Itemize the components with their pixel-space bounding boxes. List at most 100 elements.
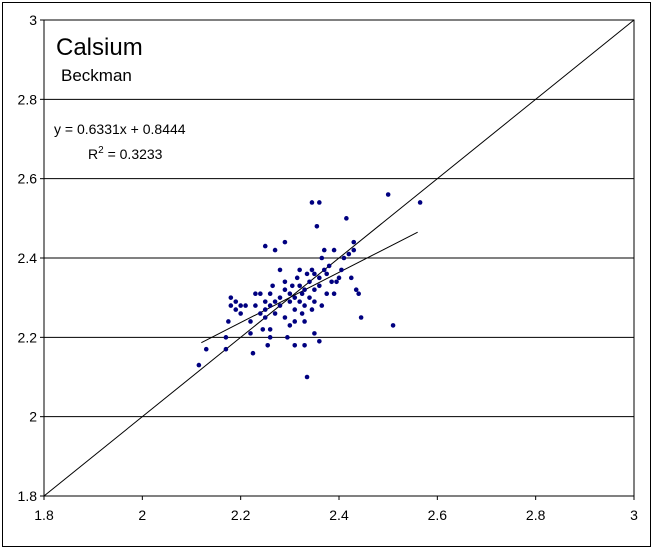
data-point-19 (260, 327, 266, 332)
data-point-95 (356, 291, 361, 297)
data-point-83 (331, 291, 337, 297)
y-tick-label-1: 2 (29, 409, 37, 425)
data-point-80 (324, 291, 330, 297)
y-tick-label-2: 2.2 (18, 329, 38, 345)
data-point-63 (309, 267, 315, 273)
data-point-58 (302, 287, 307, 293)
r-squared-symbol: R (88, 146, 98, 162)
x-tick-label-2: 2.2 (231, 507, 251, 523)
r-squared-value: = 0.3233 (104, 146, 163, 162)
data-point-67 (312, 299, 317, 304)
data-point-70 (314, 223, 320, 229)
data-point-9 (238, 311, 243, 316)
data-point-35 (277, 267, 283, 273)
identity-line (43, 19, 635, 497)
data-point-34 (277, 295, 283, 300)
data-point-29 (270, 283, 275, 289)
data-point-22 (262, 299, 268, 304)
data-point-68 (312, 287, 317, 293)
data-point-7 (228, 295, 234, 300)
x-tick-label-5: 2.8 (526, 507, 546, 523)
data-point-46 (292, 319, 298, 324)
data-point-89 (344, 216, 349, 221)
data-point-27 (267, 303, 273, 308)
data-point-84 (331, 247, 337, 253)
data-point-12 (248, 319, 253, 324)
data-point-38 (282, 315, 288, 320)
data-point-23 (262, 243, 268, 249)
data-point-2 (223, 346, 229, 352)
data-point-86 (336, 275, 342, 281)
data-point-54 (299, 291, 305, 297)
y-tick-label-5: 2.8 (18, 91, 38, 107)
data-point-50 (297, 283, 302, 289)
data-point-24 (265, 342, 271, 348)
data-point-59 (304, 374, 310, 380)
data-point-37 (282, 279, 288, 285)
data-points (196, 192, 423, 380)
data-point-55 (302, 342, 307, 348)
y-tick-label-3: 2.4 (18, 250, 38, 266)
data-point-15 (253, 303, 258, 308)
data-point-8 (233, 307, 239, 312)
data-point-52 (297, 299, 302, 304)
r-squared-label: R2 = 0.3233 (88, 145, 163, 162)
data-point-4 (226, 319, 231, 324)
data-point-69 (312, 271, 317, 277)
data-point-3 (223, 335, 229, 340)
data-point-48 (292, 295, 298, 300)
data-point-96 (358, 315, 364, 320)
data-point-75 (319, 303, 325, 308)
data-point-60 (304, 271, 310, 277)
x-tick-label-0: 1.8 (34, 507, 54, 523)
data-point-91 (348, 275, 354, 281)
trend-line (201, 231, 418, 344)
data-point-33 (277, 303, 283, 308)
data-point-64 (309, 307, 315, 312)
x-tick-label-6: 3 (630, 507, 638, 523)
data-point-1 (203, 346, 209, 352)
data-point-39 (282, 239, 288, 245)
y-tick-label-0: 1.8 (18, 488, 38, 504)
data-point-43 (287, 291, 293, 297)
x-tick-label-4: 2.6 (428, 507, 448, 523)
chart-title: Calsium (56, 34, 143, 61)
data-point-42 (287, 299, 293, 304)
data-point-31 (272, 299, 278, 304)
data-point-87 (339, 267, 344, 273)
data-point-51 (297, 267, 302, 273)
data-point-5 (228, 303, 234, 308)
data-point-71 (317, 339, 322, 344)
data-point-28 (267, 291, 273, 297)
data-point-74 (317, 200, 322, 205)
data-point-99 (417, 200, 423, 205)
data-point-40 (285, 335, 290, 340)
data-point-0 (196, 362, 202, 368)
data-point-79 (324, 271, 330, 277)
data-point-62 (307, 279, 312, 285)
data-point-57 (302, 303, 307, 308)
data-point-82 (329, 279, 334, 285)
data-point-44 (289, 283, 295, 289)
data-point-92 (351, 247, 357, 253)
data-point-73 (317, 275, 322, 281)
data-point-98 (390, 323, 396, 328)
data-point-77 (321, 267, 327, 273)
data-point-94 (353, 287, 359, 293)
x-tick-label-3: 2.4 (329, 507, 349, 523)
data-point-53 (299, 311, 305, 316)
chart-subtitle: Beckman (61, 66, 132, 85)
data-point-16 (253, 291, 258, 297)
data-point-36 (282, 287, 288, 293)
data-point-10 (238, 303, 243, 308)
data-point-26 (267, 327, 273, 332)
data-point-65 (309, 200, 315, 205)
data-point-66 (312, 331, 317, 336)
data-point-78 (321, 247, 327, 253)
data-point-17 (258, 311, 263, 316)
data-point-81 (326, 263, 332, 269)
data-point-30 (272, 311, 278, 316)
data-point-93 (351, 239, 357, 245)
data-point-25 (267, 335, 273, 340)
